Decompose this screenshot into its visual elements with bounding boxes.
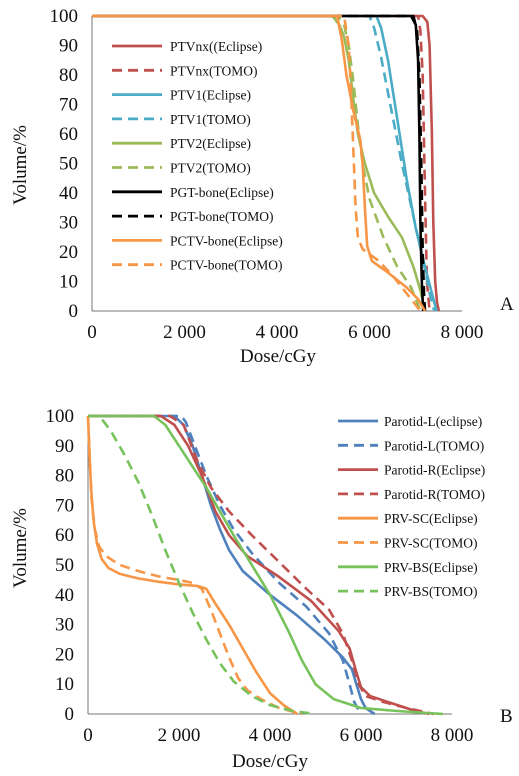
panel-b-letter: B: [500, 706, 513, 727]
panel-a-legend-label-0: PTVnx((Eclipse): [170, 39, 262, 54]
panel-a-x-tick-label: 4 000: [256, 322, 299, 343]
panel-b-series-line-4: [86, 415, 299, 716]
panel-a-legend-label-5: PTV2(TOMO): [170, 161, 251, 176]
panel-a-x-tick-label: 8 000: [441, 322, 484, 343]
panel-a-y-axis-label: Volume/%: [10, 125, 31, 205]
panel-b-legend-label-4: PRV-SC(Eclipse): [384, 511, 478, 526]
panel-b-legend-label-2: Parotid-R(Eclipse): [384, 463, 485, 478]
panel-b-y-tick-label: 80: [55, 466, 74, 487]
panel-b-x-tick-label: 8 000: [431, 725, 474, 746]
panel-a-legend-label-2: PTV1(Eclipse): [170, 88, 251, 103]
panel-b-y-axis-label: Volume/%: [10, 508, 31, 588]
panel-b-series-line-7: [88, 414, 316, 716]
panel-a-x-tick-label: 2 000: [163, 322, 206, 343]
panel-a-legend-label-8: PCTV-bone(Eclipse): [170, 233, 283, 248]
panel-b-y-tick-label: 90: [55, 436, 74, 457]
panel-a-y-tick-label: 10: [59, 272, 78, 293]
panel-a-y-tick-label: 40: [59, 183, 78, 204]
panel-b-y-tick-label: 40: [55, 585, 74, 606]
panel-b-series-line-2: [88, 414, 430, 716]
panel-b-legend-label-5: PRV-SC(TOMO): [384, 536, 477, 551]
panel-a-series-line-8: [92, 14, 427, 312]
panel-a-y-tick-label: 50: [59, 154, 78, 175]
panel-a-y-tick-label: 30: [59, 213, 78, 234]
panel-b-x-tick-label: 4 000: [249, 725, 292, 746]
panel-b-y-tick-label: 70: [55, 495, 74, 516]
panel-b-series-line-6: [88, 414, 443, 716]
panel-b-series-line-0: [88, 414, 376, 716]
panel-b-legend-label-7: PRV-BS(TOMO): [384, 584, 477, 599]
panel-b-x-tick-label: 0: [83, 725, 93, 746]
panel-b-legend-label-0: Parotid-L(eclipse): [384, 414, 482, 429]
panel-b-legend-label-3: Parotid-R(TOMO): [384, 487, 485, 502]
panel-b-y-tick-label: 30: [55, 615, 74, 636]
panel-a-legend-label-6: PGT-bone(Eclipse): [170, 185, 274, 200]
panel-b-y-tick-label: 10: [55, 674, 74, 695]
panel-b-legend-label-6: PRV-BS(Eclipse): [384, 560, 478, 575]
panel-a-legend-label-1: PTVnx(TOMO): [170, 63, 258, 78]
panel-a-y-tick-label: 0: [69, 301, 79, 322]
panel-b-legend: Parotid-L(eclipse) Parotid-L(TOMO) Parotid…: [338, 414, 485, 599]
panel-a-x-axis-label: Dose/cGy: [240, 346, 316, 367]
panel-b-x-tick-label: 2 000: [158, 725, 201, 746]
panel-b-y-tick-label: 20: [55, 644, 74, 665]
panel-b-y-tick-label: 60: [55, 525, 74, 546]
panel-a-legend-label-3: PTV1(TOMO): [170, 112, 251, 127]
panel-a-y-tick-label: 20: [59, 242, 78, 263]
panel-a-y-tick-label: 70: [59, 95, 78, 116]
panel-a-y-tick-label: 80: [59, 65, 78, 86]
panel-a-series-line-7: [92, 14, 427, 312]
panel-a-legend-label-9: PCTV-bone(TOMO): [170, 258, 283, 273]
panel-a-y-tick-label: 100: [50, 6, 79, 27]
panel-b-legend-label-1: Parotid-L(TOMO): [384, 438, 484, 453]
panel-a-x-tick-label: 6 000: [348, 322, 391, 343]
panel-a-legend-label-4: PTV2(Eclipse): [170, 136, 251, 151]
panel-a-series-line-2: [92, 14, 438, 312]
panel-a-chart: Volume/% Dose/cGy A 0 10 20 30 40 50 60 70 80 90 1…: [10, 6, 514, 367]
panel-b-series-line-1: [88, 414, 363, 715]
panel-b-x-axis-label: Dose/cGy: [232, 751, 308, 772]
panel-b-series-line-3: [88, 414, 435, 716]
panel-a-y-tick-label: 90: [59, 36, 78, 57]
panel-a-series-line-1: [92, 14, 431, 312]
panel-b-y-tick-label: 50: [55, 555, 74, 576]
panel-b-x-tick-label: 6 000: [340, 725, 383, 746]
panel-b-series-line-5: [86, 415, 303, 716]
panel-a-series-line-9: [92, 14, 422, 312]
panel-a-letter: A: [500, 294, 514, 315]
panel-b-y-tick-label: 0: [65, 704, 75, 725]
panel-b-y-tick-label: 100: [46, 406, 75, 427]
panel-a-x-tick-label: 0: [87, 322, 97, 343]
panel-a-y-tick-label: 60: [59, 124, 78, 145]
panel-a-series-line-0: [92, 14, 441, 312]
panel-a-legend-label-7: PGT-bone(TOMO): [170, 209, 274, 224]
panel-a-legend: PTVnx((Eclipse) PTVnx(TOMO) PTV1(Eclipse) P…: [112, 39, 283, 273]
panel-b-chart: Volume/% Dose/cGy B 0 10 20 30 40 50 60 70 80 90 1…: [10, 406, 513, 772]
